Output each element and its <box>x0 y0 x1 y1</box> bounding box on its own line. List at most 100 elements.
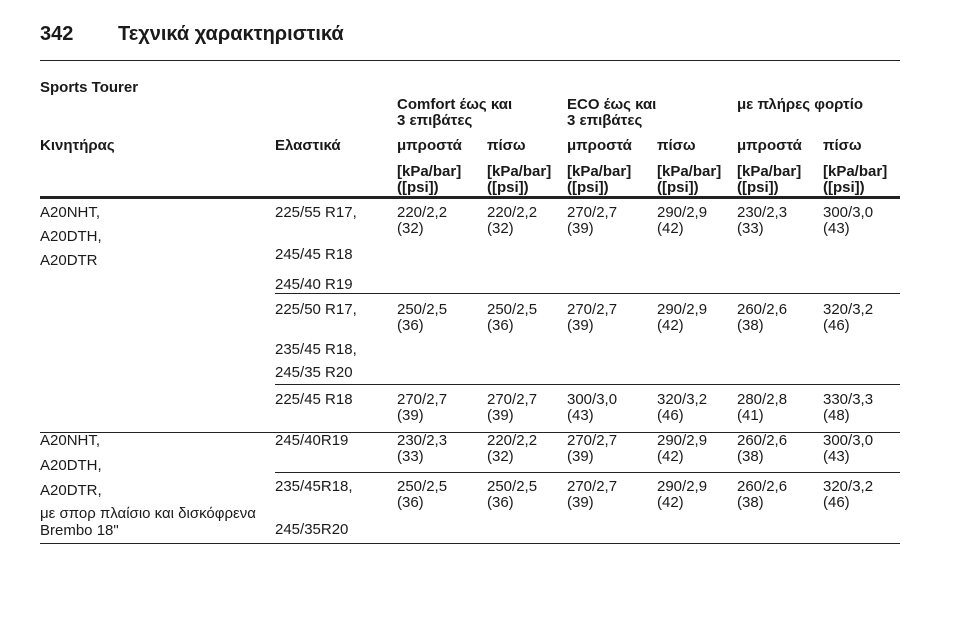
tire: 225/55 R17, <box>275 204 357 221</box>
pressure: 260/2,6 <box>737 432 788 449</box>
pressure: (39) <box>567 448 594 465</box>
pressure: 220/2,2 <box>397 204 448 221</box>
engine: Brembo 18" <box>40 522 119 539</box>
pressure: (43) <box>567 407 594 424</box>
unit: [kPa/bar] <box>737 163 802 180</box>
tire: 245/45 R18 <box>275 246 353 263</box>
engine: A20DTH, <box>40 457 102 474</box>
pressure: 230/2,3 <box>737 204 788 221</box>
pressure: 280/2,8 <box>737 391 788 408</box>
column-group: ECO έως και <box>567 96 657 113</box>
unit: [kPa/bar] <box>567 163 632 180</box>
pressure: (36) <box>487 317 514 334</box>
pressure: 250/2,5 <box>487 478 538 495</box>
engine: A20DTR, <box>40 482 102 499</box>
pressure: (39) <box>567 220 594 237</box>
pressure: 270/2,7 <box>567 204 618 221</box>
pressure: 320/3,2 <box>823 301 874 318</box>
engine: A20DTR <box>40 252 98 269</box>
unit: ([psi]) <box>567 179 609 196</box>
pressure: (39) <box>567 494 594 511</box>
engine: A20NHT, <box>40 432 101 449</box>
tire: 245/40R19 <box>275 432 349 449</box>
pressure: (38) <box>737 448 764 465</box>
column-header: πίσω <box>487 137 526 154</box>
column-group: με πλήρες φορτίο <box>737 96 864 113</box>
pressure: 320/3,2 <box>823 478 874 495</box>
pressure: 260/2,6 <box>737 301 788 318</box>
pressure: 300/3,0 <box>823 432 874 449</box>
pressure: (42) <box>657 494 684 511</box>
pressure: (46) <box>823 317 850 334</box>
pressure: (43) <box>823 448 850 465</box>
pressure: (39) <box>487 407 514 424</box>
unit: [kPa/bar] <box>487 163 552 180</box>
pressure: (38) <box>737 494 764 511</box>
tire: 225/45 R18 <box>275 391 353 408</box>
rule <box>40 543 900 544</box>
tire: 245/35R20 <box>275 521 349 538</box>
pressure: (46) <box>657 407 684 424</box>
pressure: 290/2,9 <box>657 432 708 449</box>
engine: με σπορ πλαίσιο και δισκόφρενα <box>40 505 256 522</box>
unit: [kPa/bar] <box>657 163 722 180</box>
pressure: 320/3,2 <box>657 391 708 408</box>
tire: 225/50 R17, <box>275 301 357 318</box>
section-title: Sports Tourer <box>40 79 139 96</box>
unit: ([psi]) <box>737 179 779 196</box>
column-header: Κινητήρας <box>40 137 115 154</box>
rule <box>40 432 900 433</box>
pressure: 250/2,5 <box>487 301 538 318</box>
pressure: (32) <box>487 220 514 237</box>
pressure: (42) <box>657 220 684 237</box>
pressure: 220/2,2 <box>487 204 538 221</box>
unit: ([psi]) <box>823 179 865 196</box>
rule <box>275 472 900 473</box>
pressure: 290/2,9 <box>657 301 708 318</box>
pressure: (33) <box>397 448 424 465</box>
pressure: 270/2,7 <box>567 432 618 449</box>
pressure: 270/2,7 <box>397 391 448 408</box>
pressure: (36) <box>397 494 424 511</box>
unit: ([psi]) <box>657 179 699 196</box>
pressure: 270/2,7 <box>567 301 618 318</box>
pressure: (48) <box>823 407 850 424</box>
pressure: (43) <box>823 220 850 237</box>
rule <box>40 196 900 199</box>
engine: A20DTH, <box>40 228 102 245</box>
column-header: μπροστά <box>567 137 632 154</box>
column-header: πίσω <box>823 137 862 154</box>
tire: 245/35 R20 <box>275 364 353 381</box>
page-header: Τεχνικά χαρακτηριστικά <box>118 23 344 45</box>
pressure: (32) <box>487 448 514 465</box>
pressure: (39) <box>397 407 424 424</box>
tire: 235/45 R18, <box>275 341 357 358</box>
unit: [kPa/bar] <box>397 163 462 180</box>
tire: 235/45R18, <box>275 478 353 495</box>
tire: 245/40 R19 <box>275 276 353 293</box>
pressure: 260/2,6 <box>737 478 788 495</box>
pressure: (32) <box>397 220 424 237</box>
column-header: μπροστά <box>737 137 802 154</box>
pressure: 270/2,7 <box>567 478 618 495</box>
pressure: 330/3,3 <box>823 391 874 408</box>
column-header: μπροστά <box>397 137 462 154</box>
pressure: (38) <box>737 317 764 334</box>
pressure: 290/2,9 <box>657 204 708 221</box>
column-header: Ελαστικά <box>275 137 341 154</box>
pressure: (36) <box>487 494 514 511</box>
pressure: 220/2,2 <box>487 432 538 449</box>
rule <box>275 384 900 385</box>
column-header: πίσω <box>657 137 696 154</box>
pressure: (42) <box>657 448 684 465</box>
unit: ([psi]) <box>487 179 529 196</box>
pressure: (33) <box>737 220 764 237</box>
rule <box>275 293 900 294</box>
rule <box>40 60 900 61</box>
pressure: (46) <box>823 494 850 511</box>
page-header: 342 <box>40 23 74 45</box>
pressure: (42) <box>657 317 684 334</box>
pressure: 300/3,0 <box>823 204 874 221</box>
pressure: 270/2,7 <box>487 391 538 408</box>
pressure: 300/3,0 <box>567 391 618 408</box>
